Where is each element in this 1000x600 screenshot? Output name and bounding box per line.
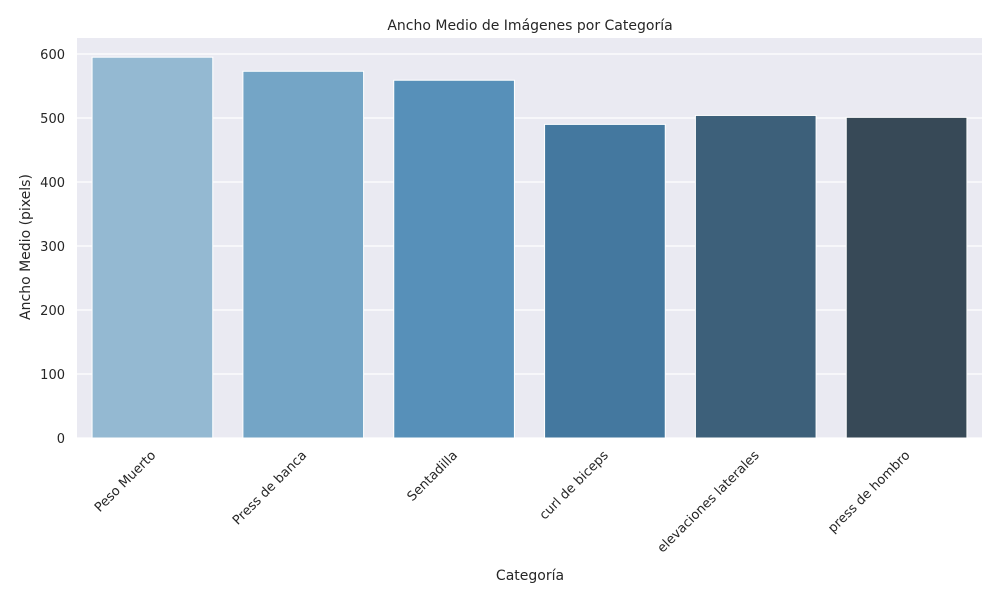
bar-curl-de-biceps — [544, 123, 666, 439]
bar-peso-muerto — [91, 56, 214, 439]
chart-title: Ancho Medio de Imágenes por Categoría — [387, 18, 672, 34]
x-axis-label: Categoría — [496, 568, 564, 584]
x-tick-label: press de hombro — [825, 448, 913, 536]
y-tick-label: 300 — [40, 240, 65, 255]
bar-press-de-banca — [242, 70, 365, 439]
y-axis-ticks: 0 100 200 300 400 500 600 — [40, 48, 65, 447]
y-tick-label: 100 — [40, 368, 65, 383]
y-axis-label: Ancho Medio (pixels) — [18, 174, 34, 320]
y-tick-label: 600 — [40, 48, 65, 63]
x-tick-label: Peso Muerto — [92, 448, 159, 515]
x-tick-label: Press de banca — [230, 448, 310, 528]
bar-press-de-hombro — [845, 116, 968, 439]
bars — [91, 56, 968, 439]
x-tick-label: elevaciones laterales — [655, 448, 763, 556]
x-tick-label: Sentadilla — [405, 448, 461, 504]
x-tick-label: curl de biceps — [537, 448, 612, 523]
bar-sentadilla — [393, 79, 515, 439]
bar-elevaciones-laterales — [694, 114, 817, 439]
y-tick-label: 400 — [40, 176, 65, 191]
x-axis-ticks: Peso Muerto Press de banca Sentadilla curl … — [92, 448, 913, 556]
y-tick-label: 0 — [57, 432, 65, 447]
y-tick-label: 200 — [40, 304, 65, 319]
plot-background — [77, 38, 982, 438]
gridlines — [77, 53, 982, 439]
y-tick-label: 500 — [40, 112, 65, 127]
